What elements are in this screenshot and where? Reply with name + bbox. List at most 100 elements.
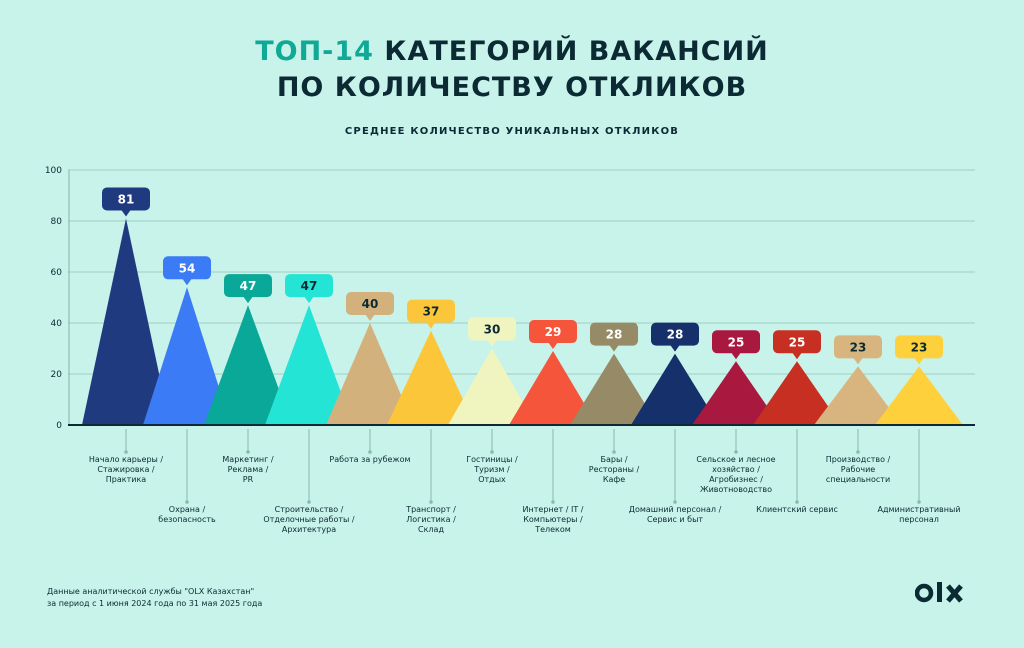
data-label: 25 xyxy=(773,330,821,360)
category-leader-dot xyxy=(673,500,677,504)
category-label-line: Работа за рубежом xyxy=(329,455,410,464)
category-leader-dot xyxy=(124,450,128,454)
category-leader-dot xyxy=(429,500,433,504)
category-leader-dot xyxy=(551,500,555,504)
category-label: Производство / Рабочие специальности xyxy=(826,455,891,484)
category-label: Гостиницы / Туризм / Отдых xyxy=(466,455,518,484)
category-label-line: безопасность xyxy=(158,515,216,524)
data-label: 47 xyxy=(224,274,272,304)
data-label-value: 28 xyxy=(667,328,684,342)
category-label-line: PR xyxy=(243,475,254,484)
category-label-line: Реклама / xyxy=(228,465,269,474)
title-line-1-rest: КАТЕГОРИЙ ВАКАНСИЙ xyxy=(373,36,769,67)
data-label-box xyxy=(590,322,638,346)
bar-triangle xyxy=(265,305,353,425)
data-label-value: 30 xyxy=(484,323,501,337)
data-label-value: 25 xyxy=(789,335,806,349)
data-label: 25 xyxy=(712,330,760,360)
category-label-line: Охрана / xyxy=(169,505,206,514)
data-label-box xyxy=(346,292,394,315)
category-label-line: Телеком xyxy=(534,525,571,534)
bar-triangle xyxy=(143,287,231,425)
data-label-pointer xyxy=(670,344,680,352)
category-label-line: Туризм / xyxy=(473,465,510,474)
category-label-line: Архитектура xyxy=(282,525,336,534)
data-label-value: 29 xyxy=(545,325,562,339)
category-label-line: Агробизнес / xyxy=(709,475,763,484)
bar-triangle xyxy=(753,361,841,425)
bar-triangle xyxy=(570,353,658,425)
data-label-pointer xyxy=(365,314,375,321)
category-leader-dot xyxy=(490,450,494,454)
bar-triangle xyxy=(631,353,719,425)
category-label: Охрана / безопасность xyxy=(158,505,216,524)
category-label: Клиентский сервис xyxy=(756,505,838,514)
data-label-box xyxy=(407,299,455,323)
category-label-line: Интернет / IT / xyxy=(523,505,584,514)
category-label-line: Рабочие xyxy=(841,465,875,474)
data-label-pointer xyxy=(182,278,192,286)
bar-triangle xyxy=(814,366,902,425)
category-leader-dot xyxy=(795,500,799,504)
title-accent: ТОП-14 xyxy=(255,36,374,67)
y-tick-label: 0 xyxy=(56,421,62,431)
category-label-line: Бары / xyxy=(600,455,627,464)
y-tick-label: 60 xyxy=(51,268,63,278)
data-label: 30 xyxy=(468,317,516,347)
data-label-value: 47 xyxy=(240,279,257,293)
data-label: 81 xyxy=(102,187,150,217)
bar-triangle xyxy=(387,330,475,425)
data-label-value: 23 xyxy=(911,340,928,354)
title-line-2: ПО КОЛИЧЕСТВУ ОТКЛИКОВ xyxy=(276,72,748,103)
bar-triangle xyxy=(875,366,963,425)
data-label-value: 25 xyxy=(728,335,745,349)
category-label: Интернет / IT / Компьютеры / Телеком xyxy=(523,505,584,534)
category-label-line: Отделочные работы / xyxy=(263,515,354,524)
category-label: Бары / Рестораны / Кафе xyxy=(589,455,640,484)
category-label: Транспорт / Логистика / Склад xyxy=(405,505,456,534)
data-label-box xyxy=(712,330,760,354)
category-label-line: Начало карьеры / xyxy=(89,455,163,464)
bar-triangle xyxy=(326,323,414,425)
bar-triangle xyxy=(204,305,292,425)
data-label-pointer xyxy=(853,357,863,365)
category-label-line: Стажировка / xyxy=(97,465,155,474)
category-label-line: персонал xyxy=(899,515,939,524)
bar-triangle xyxy=(692,361,780,425)
category-label-line: Отдых xyxy=(478,475,506,484)
y-tick-label: 40 xyxy=(51,319,63,329)
category-label-line: Административный xyxy=(877,505,960,514)
data-label-pointer xyxy=(548,342,558,350)
data-label-box xyxy=(468,317,516,341)
data-label: 29 xyxy=(529,320,577,350)
chart-subtitle: СРЕДНЕЕ КОЛИЧЕСТВО УНИКАЛЬНЫХ ОТКЛИКОВ xyxy=(344,126,680,137)
category-label-line: Склад xyxy=(418,525,444,534)
data-label-box xyxy=(285,274,333,298)
bar-triangle xyxy=(509,351,597,425)
data-label-value: 28 xyxy=(606,328,623,342)
category-label-line: Рестораны / xyxy=(589,465,640,474)
data-label: 54 xyxy=(163,256,211,286)
y-tick-label: 20 xyxy=(51,370,63,380)
category-label-line: Кафе xyxy=(603,475,625,484)
data-label-value: 37 xyxy=(423,305,440,319)
data-label-box xyxy=(224,274,272,298)
data-label-box xyxy=(102,187,150,211)
category-label: Работа за рубежом xyxy=(329,455,410,464)
data-label: 28 xyxy=(590,322,638,352)
category-label: Сельское и лесное хозяйство / Агробизнес /… xyxy=(696,455,775,494)
category-label-line: Производство / xyxy=(826,455,891,464)
data-label-pointer xyxy=(731,352,741,360)
data-label-box xyxy=(834,335,882,359)
data-label-pointer xyxy=(609,344,619,352)
category-label: Начало карьеры / Стажировка / Практика xyxy=(89,455,163,484)
data-label-pointer xyxy=(426,321,436,329)
data-label: 23 xyxy=(834,335,882,365)
category-label-line: Сельское и лесное xyxy=(696,455,775,464)
bar-triangle xyxy=(448,348,536,425)
data-label-box xyxy=(895,335,943,359)
category-label-line: Строительство / xyxy=(275,505,344,514)
data-label-pointer xyxy=(121,209,131,217)
category-label-line: Маркетинг / xyxy=(222,455,273,464)
